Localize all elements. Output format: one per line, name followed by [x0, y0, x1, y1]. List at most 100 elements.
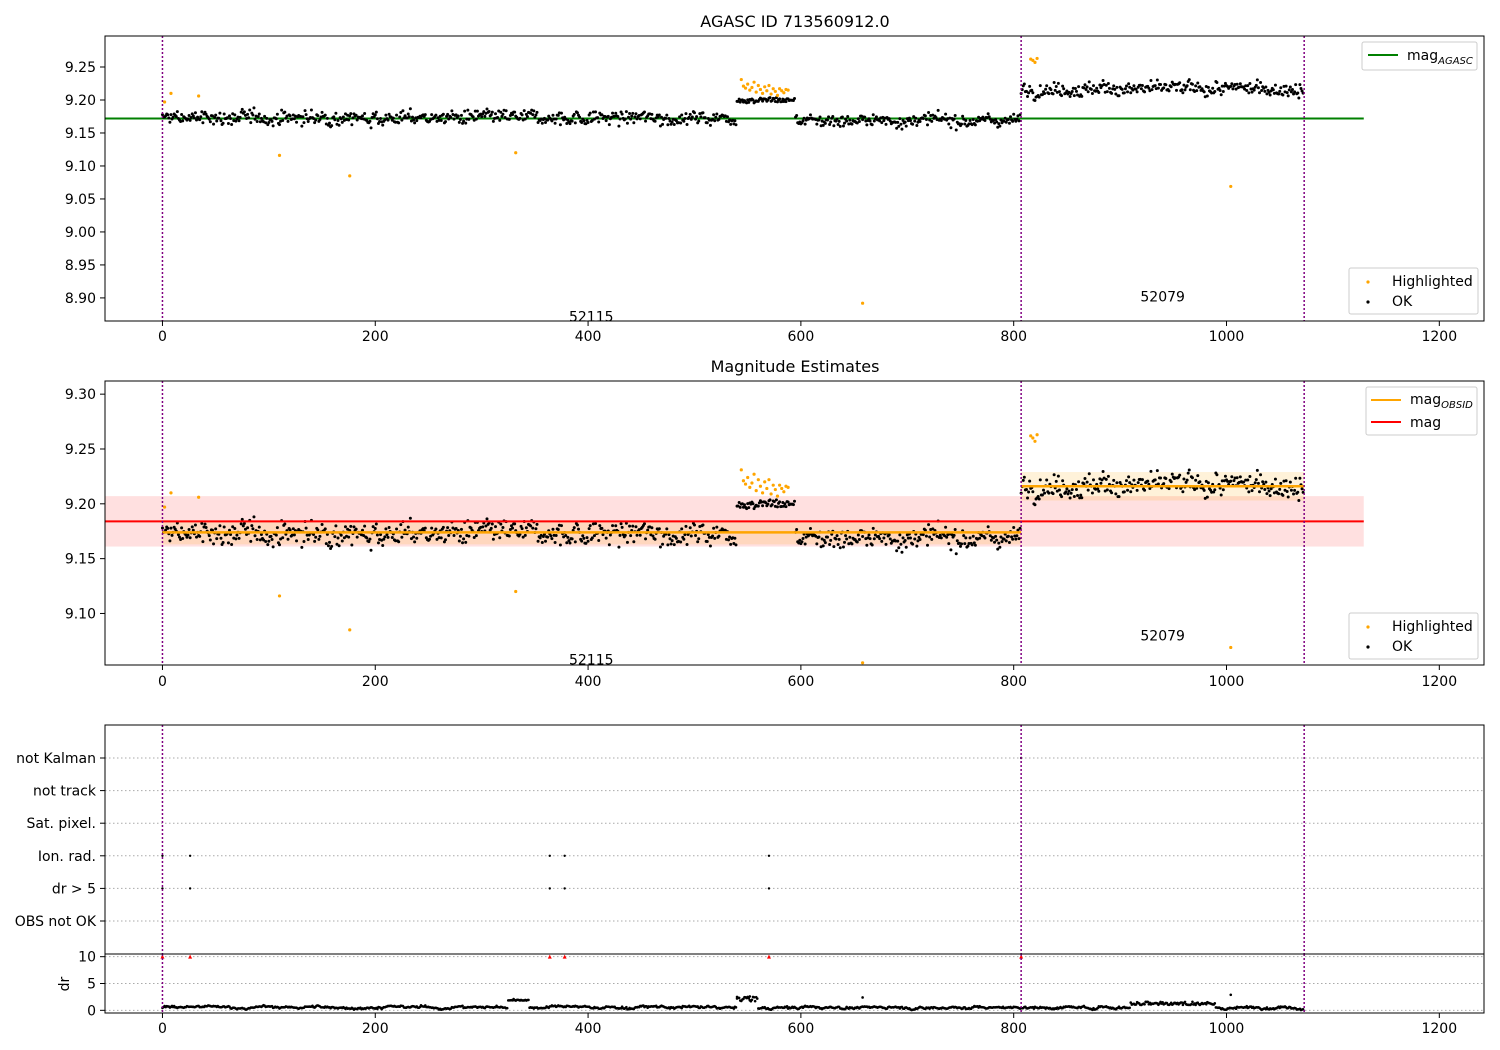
ok-point [1259, 473, 1263, 477]
dr-clipped-marker [766, 954, 771, 959]
ok-point [217, 116, 221, 120]
flags-category-labels: not Kalman not track Sat. pixel. Ion. rad. d… [15, 751, 105, 930]
dr-point [861, 996, 864, 999]
highlighted-point [752, 472, 756, 476]
ok-point [1261, 480, 1265, 484]
highlighted-point [754, 90, 758, 94]
ok-point [1100, 478, 1104, 482]
ok-point [582, 119, 586, 123]
ok-point [399, 523, 403, 527]
ok-point [241, 524, 245, 528]
ok-point [535, 522, 539, 526]
ok-point [446, 526, 450, 530]
ok-point [1244, 84, 1248, 88]
highlighted-point [860, 301, 865, 305]
ok-point [1070, 488, 1074, 492]
ok-point [658, 124, 662, 128]
ok-point [520, 527, 524, 531]
ok-point [1248, 474, 1252, 478]
ok-point [634, 112, 638, 116]
ok-point [949, 126, 953, 130]
ok-point [896, 120, 900, 124]
ok-point [829, 120, 833, 124]
ok-point [1187, 78, 1191, 82]
ok-point [952, 117, 956, 121]
ok-point [1117, 495, 1121, 499]
ok-point [1219, 493, 1223, 497]
ok-point [843, 540, 847, 544]
ok-point [734, 543, 738, 547]
ok-point [1072, 94, 1076, 98]
ok-point [923, 114, 927, 118]
ok-point [258, 538, 262, 542]
ok-point [1184, 480, 1188, 484]
highlighted-point [1031, 58, 1035, 63]
dr-clipped-marker [562, 954, 567, 959]
ok-point [705, 540, 709, 544]
ok-point [1091, 84, 1095, 88]
ok-point [320, 110, 324, 114]
ok-point [619, 110, 623, 114]
ok-point [475, 109, 479, 113]
ok-point [576, 527, 580, 531]
ok-point [247, 116, 251, 120]
ok-point [831, 115, 835, 119]
ok-point [815, 542, 819, 546]
highlighted-point [514, 151, 518, 155]
ok-point [692, 523, 696, 527]
ok-point [696, 540, 700, 544]
ok-point [181, 119, 185, 123]
dr-point [753, 999, 757, 1003]
ok-point [1246, 478, 1250, 482]
ok-point [732, 542, 736, 546]
ok-point [295, 539, 299, 543]
ok-point [542, 116, 546, 120]
ok-point [481, 525, 485, 529]
highlighted-point [860, 661, 865, 665]
ok-point [629, 117, 633, 121]
ok-point [843, 121, 847, 125]
ok-point [1220, 479, 1224, 483]
obsid-label-52079: 52079 [1140, 290, 1185, 306]
ok-point [918, 538, 922, 542]
highlighted-point [1035, 433, 1039, 437]
ok-point [1106, 474, 1110, 478]
ok-point [160, 526, 164, 530]
ok-point [1250, 90, 1254, 94]
ok-point [423, 113, 427, 117]
dr-point [750, 998, 754, 1002]
ok-point [567, 539, 571, 543]
ok-point [924, 534, 928, 538]
ok-point [195, 535, 199, 539]
ok-point [961, 114, 965, 118]
ok-point [887, 117, 891, 121]
ok-point [428, 537, 432, 541]
ok-point [840, 115, 844, 119]
ok-point [870, 543, 874, 547]
ok-point [443, 120, 447, 124]
ok-point [1198, 480, 1202, 484]
ok-point [278, 123, 282, 127]
ok-point [1190, 476, 1194, 480]
highlighted-point [786, 485, 790, 489]
ok-point [1056, 81, 1060, 85]
ok-point [628, 111, 632, 115]
ok-point [865, 543, 869, 547]
ok-point [1024, 487, 1028, 491]
ok-point [1064, 490, 1068, 494]
ok-point [524, 112, 528, 116]
ok-point [953, 528, 957, 532]
flag-point [161, 854, 164, 857]
ok-point [1011, 119, 1015, 123]
ok-point [978, 536, 982, 540]
ok-point [899, 122, 903, 126]
ok-point [1132, 84, 1136, 88]
ok-point [1123, 87, 1127, 91]
ok-point [313, 121, 317, 125]
ok-point [888, 537, 892, 541]
ok-point [522, 109, 526, 113]
highlighted-point [786, 88, 790, 92]
ok-point [680, 527, 684, 531]
flag-category-label: Ion. rad. [38, 849, 96, 865]
ok-point [795, 528, 799, 532]
